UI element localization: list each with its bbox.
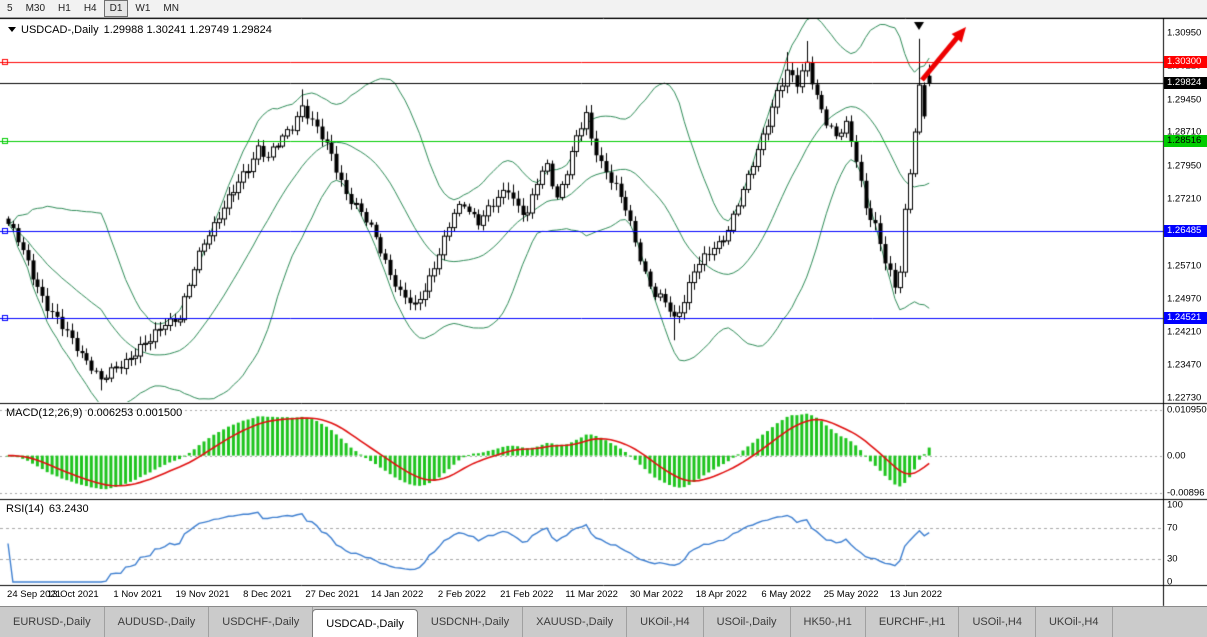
rsi-indicator-label: RSI(14) 63.2430 xyxy=(6,503,94,515)
timeframe-toolbar: 5 M30 H1 H4 D1 W1 MN xyxy=(0,0,1207,18)
chart-symbol: USDCAD-,Daily xyxy=(21,24,99,36)
date-label: 8 Dec 2021 xyxy=(243,589,292,600)
date-label: 19 Nov 2021 xyxy=(175,589,230,600)
macd-name: MACD(12,26,9) xyxy=(6,407,83,419)
date-label: 21 Feb 2022 xyxy=(500,589,554,600)
rsi-axis-label: 100 xyxy=(1167,499,1183,511)
tab-usdcnh-daily[interactable]: USDCNH-,Daily xyxy=(418,607,524,637)
macd-axis-label: -0.00896 xyxy=(1167,487,1205,499)
date-label: 13 Jun 2022 xyxy=(889,589,943,600)
timeframe-button-m30[interactable]: M30 xyxy=(25,3,46,14)
price-axis[interactable]: 1.309501.302101.294501.287101.279501.272… xyxy=(1164,0,1207,606)
price-tick: 1.22730 xyxy=(1167,392,1202,404)
rsi-axis-label: 30 xyxy=(1167,553,1178,565)
tab-audusd-daily[interactable]: AUDUSD-,Daily xyxy=(105,607,210,637)
timeframe-button-h4[interactable]: H4 xyxy=(83,3,97,14)
macd-values: 0.006253 0.001500 xyxy=(87,407,183,419)
price-tick: 1.27210 xyxy=(1167,193,1202,205)
tab-usoil-daily[interactable]: USOil-,Daily xyxy=(704,607,791,637)
date-label: 27 Dec 2021 xyxy=(305,589,360,600)
macd-indicator-label: MACD(12,26,9) 0.006253 0.001500 xyxy=(6,407,187,419)
date-label: 25 May 2022 xyxy=(823,589,879,600)
macd-axis-label: 0.00 xyxy=(1167,450,1186,462)
macd-axis-label: 0.010950 xyxy=(1167,404,1207,416)
date-label: 24 Sep 2021 xyxy=(7,589,61,600)
chart-ohlc-values: 1.29988 1.30241 1.29749 1.29824 xyxy=(103,24,272,36)
tab-usdcad-daily[interactable]: USDCAD-,Daily xyxy=(312,609,418,637)
price-tag-1-28516: 1.28516 xyxy=(1164,135,1207,148)
tab-hk50-h1[interactable]: HK50-,H1 xyxy=(791,607,866,637)
rsi-value: 63.2430 xyxy=(48,503,89,515)
timeframe-button-5[interactable]: 5 xyxy=(7,3,13,14)
chart-tab-bar: EURUSD-,Daily AUDUSD-,Daily USDCHF-,Daily U… xyxy=(0,606,1207,637)
timeframe-button-w1[interactable]: W1 xyxy=(135,3,151,14)
tab-ukoil-h4[interactable]: UKOil-,H4 xyxy=(1036,607,1113,637)
price-tag-1-24521: 1.24521 xyxy=(1164,312,1207,325)
timeframe-button-mn[interactable]: MN xyxy=(163,3,179,14)
tab-xauusd-daily[interactable]: XAUUSD-,Daily xyxy=(523,607,628,637)
dropdown-arrow-icon xyxy=(8,27,16,32)
date-label: 14 Jan 2022 xyxy=(370,589,424,600)
rsi-axis-label: 0 xyxy=(1167,576,1173,588)
price-tick: 1.24210 xyxy=(1167,326,1202,338)
chart-title: USDCAD-,Daily 1.29988 1.30241 1.29749 1.2… xyxy=(6,24,277,36)
price-tick: 1.24970 xyxy=(1167,293,1202,305)
tab-eurusd-daily[interactable]: EURUSD-,Daily xyxy=(0,607,105,637)
date-label: 1 Nov 2021 xyxy=(113,589,162,600)
price-tick: 1.30950 xyxy=(1167,27,1202,39)
rsi-name: RSI(14) xyxy=(6,503,44,515)
price-tick: 1.29450 xyxy=(1167,94,1202,106)
date-label: 2 Feb 2022 xyxy=(437,589,486,600)
tab-usdchf-daily[interactable]: USDCHF-,Daily xyxy=(209,607,314,637)
tab-eurchf-h1[interactable]: EURCHF-,H1 xyxy=(866,607,960,637)
date-label: 6 May 2022 xyxy=(761,589,812,600)
price-tick: 1.28710 xyxy=(1167,126,1202,138)
rsi-axis-label: 70 xyxy=(1167,522,1178,534)
tab-usoil-h4[interactable]: USOil-,H4 xyxy=(959,607,1036,637)
date-label: 13 Oct 2021 xyxy=(46,589,99,600)
date-label: 30 Mar 2022 xyxy=(629,589,684,600)
date-label: 11 Mar 2022 xyxy=(565,589,618,600)
price-tick: 1.25710 xyxy=(1167,260,1202,272)
price-tick: 1.23470 xyxy=(1167,359,1202,371)
timeframe-button-h1[interactable]: H1 xyxy=(58,3,71,14)
time-axis[interactable]: 24 Sep 2021 13 Oct 2021 1 Nov 2021 19 Nov 2… xyxy=(0,586,1163,606)
date-label: 18 Apr 2022 xyxy=(695,589,747,600)
timeframe-button-d1[interactable]: D1 xyxy=(103,0,129,17)
price-tag-1-26485: 1.26485 xyxy=(1164,225,1207,238)
price-tick: 1.27950 xyxy=(1167,160,1202,172)
price-tag-1-30300: 1.30300 xyxy=(1164,55,1207,68)
price-tag-1-29824: 1.29824 xyxy=(1164,76,1207,89)
tab-ukoil-h4[interactable]: UKOil-,H4 xyxy=(627,607,704,637)
